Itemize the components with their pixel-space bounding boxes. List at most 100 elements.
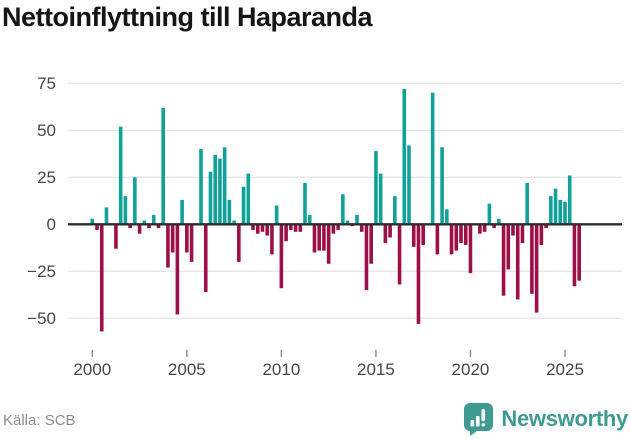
bar-2015Q1 — [374, 151, 378, 225]
bar-2012Q3 — [326, 224, 331, 264]
bar-2009Q2 — [265, 224, 269, 236]
bar-2025Q1 — [563, 201, 567, 225]
bar-2004Q4 — [180, 199, 184, 225]
bar-2019Q3 — [459, 224, 463, 244]
logo-bar-2 — [476, 416, 481, 427]
bar-2005Q2 — [189, 224, 194, 262]
bar-2013Q1 — [336, 224, 340, 230]
bar-2010Q1 — [279, 224, 284, 289]
bar-2015Q2 — [378, 173, 383, 225]
x-tick-label-2020: 2020 — [452, 360, 490, 379]
bar-2024Q1 — [544, 224, 548, 229]
bar-2001Q4 — [123, 196, 128, 225]
bar-2022Q2 — [511, 224, 515, 236]
bar-2025Q3 — [572, 224, 577, 287]
bar-2023Q3 — [534, 224, 539, 313]
bar-2007Q3 — [232, 220, 236, 225]
logo-exclamation-bar — [481, 409, 486, 421]
bar-2006Q3 — [213, 154, 217, 225]
x-tick-label-2005: 2005 — [168, 360, 206, 379]
bar-2016Q4 — [407, 145, 411, 225]
bar-2014Q2 — [359, 224, 364, 232]
y-tick-label-75: 75 — [37, 74, 56, 93]
bar-2015Q3 — [383, 224, 388, 244]
logo-bar-1 — [470, 420, 475, 427]
bar-2010Q3 — [289, 224, 293, 230]
page-title: Nettoinflyttning till Haparanda — [2, 2, 373, 32]
bar-2003Q2 — [151, 214, 156, 225]
bar-2000Q1 — [90, 218, 95, 225]
bar-2025Q4 — [577, 224, 581, 281]
bar-2016Q1 — [393, 196, 397, 225]
bar-2021Q2 — [492, 224, 496, 229]
bar-2002Q3 — [137, 224, 142, 234]
bar-2001Q3 — [118, 126, 123, 225]
bar-2019Q2 — [454, 224, 459, 251]
bar-2019Q1 — [449, 224, 454, 255]
bar-2017Q2 — [416, 224, 421, 324]
bar-2009Q3 — [270, 224, 274, 255]
bar-2018Q3 — [440, 147, 444, 225]
bar-2023Q1 — [525, 182, 529, 225]
bar-2012Q1 — [317, 224, 321, 251]
bar-2011Q3 — [307, 214, 312, 225]
bar-2002Q2 — [133, 177, 137, 225]
bar-2024Q3 — [553, 188, 558, 225]
y-tick-label--50: −50 — [27, 309, 56, 328]
newsworthy-logo-icon — [464, 403, 494, 436]
logo-exclamation-dot — [481, 423, 486, 427]
bar-2011Q2 — [303, 182, 307, 225]
bar-2004Q2 — [170, 224, 175, 253]
bar-2022Q3 — [515, 224, 520, 300]
bar-2012Q2 — [322, 224, 326, 251]
bar-2021Q4 — [501, 224, 506, 296]
y-tick-label-25: 25 — [37, 168, 56, 187]
bar-2007Q4 — [237, 224, 241, 262]
bar-2024Q4 — [558, 199, 563, 225]
bar-2001Q2 — [114, 224, 118, 249]
bar-2014Q1 — [355, 214, 359, 225]
bar-2011Q1 — [298, 224, 303, 232]
bar-2025Q2 — [567, 175, 572, 225]
bar-2006Q1 — [203, 224, 208, 292]
bar-2016Q3 — [402, 89, 407, 225]
bar-2020Q3 — [478, 224, 482, 234]
bar-2019Q4 — [463, 224, 468, 245]
bar-2013Q2 — [341, 194, 345, 225]
bar-2012Q4 — [331, 224, 336, 234]
bar-2014Q4 — [369, 224, 373, 264]
bar-2006Q2 — [208, 171, 213, 225]
bar-2007Q2 — [227, 199, 232, 225]
bar-2004Q1 — [166, 224, 170, 268]
newsworthy-brand: Newsworthy — [463, 401, 628, 437]
x-tick-label-2010: 2010 — [262, 360, 300, 379]
bar-2009Q1 — [260, 224, 265, 232]
bar-2017Q3 — [421, 224, 425, 245]
x-tick-label-2000: 2000 — [73, 360, 111, 379]
bar-2002Q4 — [142, 220, 147, 225]
bar-2014Q3 — [364, 224, 369, 291]
bar-2010Q4 — [293, 224, 298, 232]
x-tick-label-2015: 2015 — [357, 360, 395, 379]
bar-2022Q1 — [506, 224, 511, 270]
bar-2020Q1 — [468, 224, 473, 274]
bar-2003Q4 — [161, 107, 165, 225]
y-tick-label-0: 0 — [47, 215, 56, 234]
bar-2011Q4 — [312, 224, 317, 253]
bar-2010Q2 — [284, 224, 288, 242]
bar-2017Q1 — [411, 224, 416, 247]
newsworthy-logo-text: Newsworthy — [501, 406, 628, 431]
bar-2018Q4 — [445, 209, 449, 225]
bar-2004Q3 — [175, 224, 180, 315]
y-tick-label-50: 50 — [37, 121, 56, 140]
bar-2005Q4 — [199, 149, 203, 225]
bar-2007Q1 — [222, 147, 227, 225]
bar-2018Q1 — [430, 92, 435, 225]
bar-2006Q4 — [218, 158, 222, 225]
bar-2005Q1 — [185, 224, 189, 253]
bar-2003Q3 — [156, 224, 161, 229]
bar-2024Q2 — [549, 196, 553, 225]
bar-2021Q3 — [497, 218, 501, 225]
bar-2022Q4 — [520, 224, 525, 244]
